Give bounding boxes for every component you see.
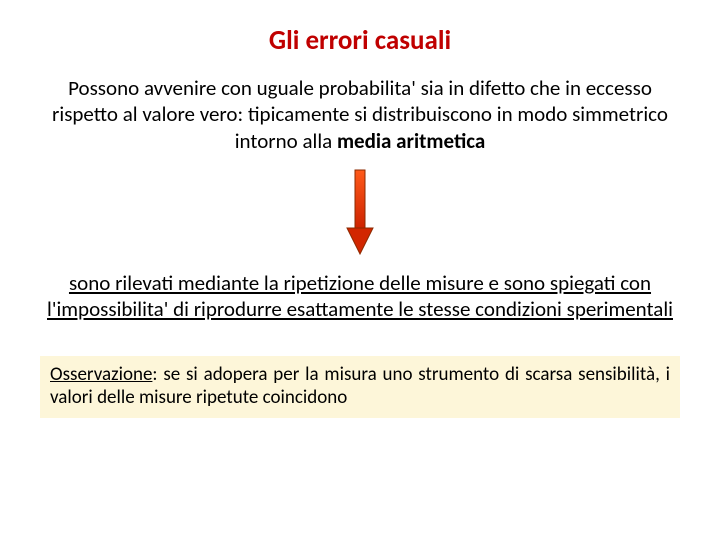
paragraph-2: sono rilevati mediante la ripetizione de… xyxy=(40,270,680,323)
arrow-container xyxy=(40,168,680,256)
paragraph-1: Possono avvenire con uguale probabilita'… xyxy=(40,75,680,154)
paragraph-1-bold: media aritmetica xyxy=(337,128,485,154)
down-arrow-icon xyxy=(345,168,375,256)
observation-box: Osservazione: se si adopera per la misur… xyxy=(40,356,680,418)
slide-title: Gli errori casuali xyxy=(40,24,680,57)
slide: Gli errori casuali Possono avvenire con … xyxy=(0,0,720,540)
observation-label: Osservazione xyxy=(50,363,152,386)
